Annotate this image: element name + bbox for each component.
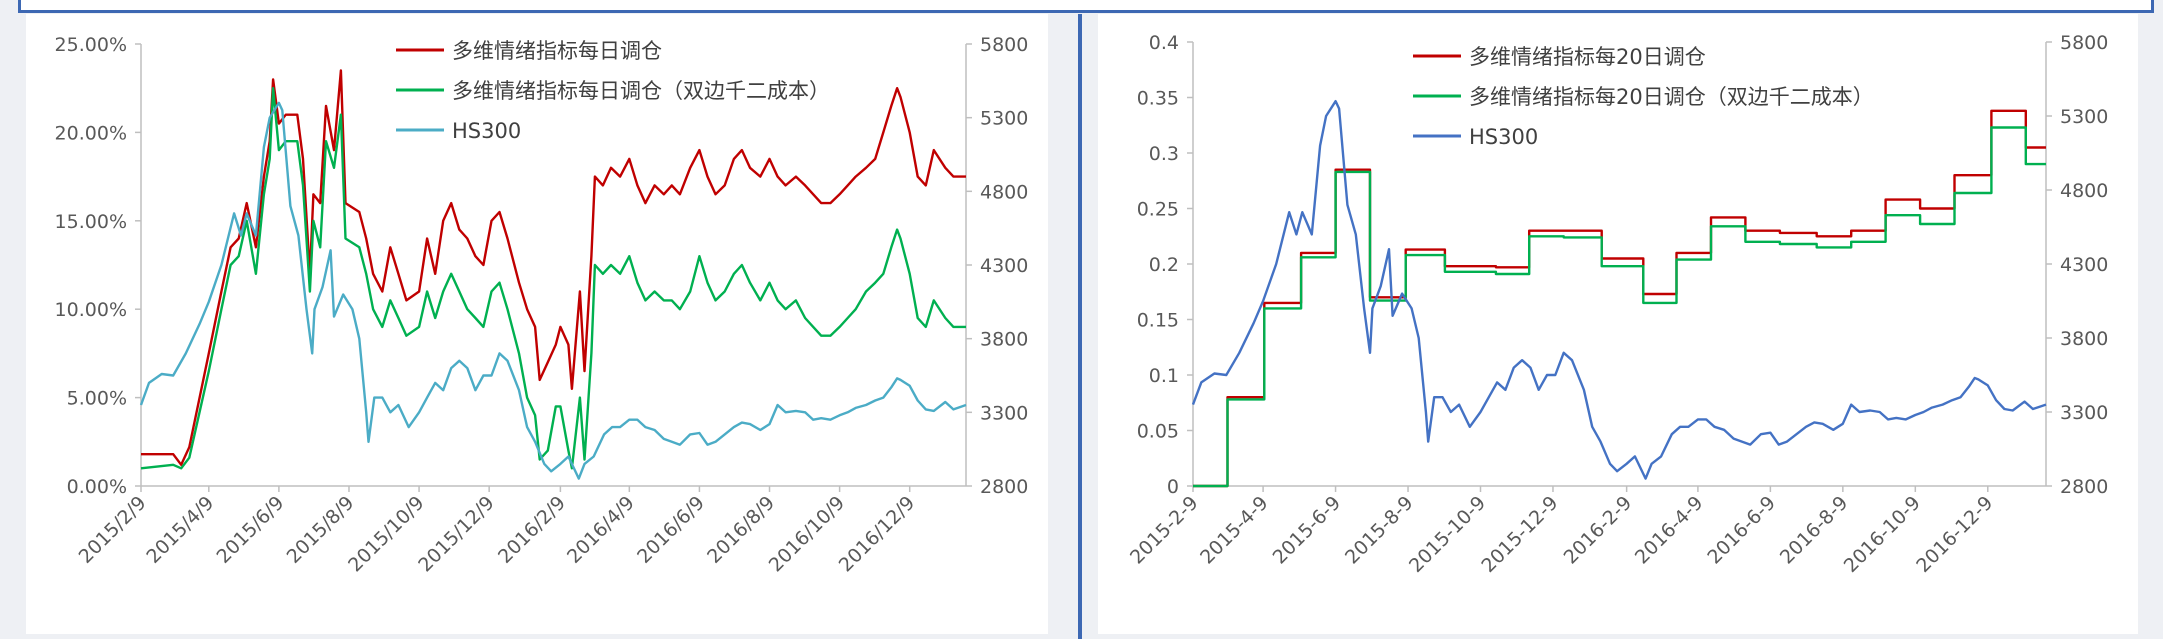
- legend-label: HS300: [1469, 125, 1538, 149]
- chart-daily-rebalance: 0.00% 5.00% 10.00% 15.00% 20.00% 25.00% 2800 33…: [55, 34, 1029, 576]
- x-tick-label: 2015/8/9: [283, 492, 359, 568]
- left-y-tick-label: 0.25: [1137, 199, 1179, 221]
- x-tick-label: 2015-12-9: [1477, 492, 1562, 577]
- x-tick-label: 2016-12-9: [1912, 492, 1997, 577]
- x-tick-label: 2016/6/9: [633, 492, 709, 568]
- x-tick-label: 2015/2/9: [75, 492, 151, 568]
- right-y-tick-label: 2800: [980, 476, 1028, 498]
- x-tick-label: 2015/4/9: [142, 492, 218, 568]
- left-y-tick-label: 0: [1167, 476, 1179, 498]
- x-tick-label: 2015/6/9: [213, 492, 289, 568]
- legend-label: 多维情绪指标每20日调仓（双边千二成本）: [1469, 85, 1874, 109]
- legend-label: 多维情绪指标每20日调仓: [1469, 45, 1706, 69]
- series-line-0: [141, 69, 966, 466]
- x-tick-label: 2015-4-9: [1196, 492, 1273, 569]
- right-y-tick-label: 5300: [980, 108, 1028, 130]
- right-y-tick-label: 5300: [2060, 106, 2108, 128]
- x-tick-label: 2015/12/9: [414, 492, 498, 576]
- x-tick-label: 2016-2-9: [1560, 492, 1637, 569]
- chart-panel-daily-rebalance: 0.00% 5.00% 10.00% 15.00% 20.00% 25.00% 2800 33…: [26, 14, 1048, 634]
- chart-panel-20day-rebalance: 0 0.05 0.1 0.15 0.2 0.25 0.3 0.35 0.4 2800 3300 380…: [1098, 14, 2138, 634]
- legend-label: HS300: [452, 119, 521, 143]
- x-tick-label: 2016/2/9: [494, 492, 570, 568]
- left-y-tick-label: 0.15: [1137, 310, 1179, 332]
- right-y-tick-label: 3300: [2060, 402, 2108, 424]
- x-tick-label: 2016/4/9: [563, 492, 639, 568]
- chart-20day-rebalance: 0 0.05 0.1 0.15 0.2 0.25 0.3 0.35 0.4 2800 3300 380…: [1126, 32, 2108, 577]
- right-y-tick-label: 3800: [980, 329, 1028, 351]
- left-y-tick-label: 15.00%: [55, 211, 127, 233]
- right-y-tick-label: 4300: [2060, 254, 2108, 276]
- series-line-1: [140, 87, 966, 470]
- left-y-tick-label: 20.00%: [55, 122, 127, 144]
- x-tick-label: 2016/8/9: [703, 492, 779, 568]
- right-y-tick-label: 5800: [2060, 32, 2108, 54]
- series-line-0: [1193, 109, 2046, 488]
- right-y-tick-label: 2800: [2060, 476, 2108, 498]
- left-y-tick-label: 0.05: [1137, 421, 1179, 443]
- left-y-tick-label: 10.00%: [55, 299, 127, 321]
- x-tick-label: 2016-10-9: [1840, 492, 1925, 577]
- left-y-tick-label: 0.1: [1149, 365, 1179, 387]
- report-frame-border: [18, 0, 2154, 13]
- x-tick-label: 2015-2-9: [1126, 492, 1203, 569]
- x-tick-label: 2016/12/9: [835, 492, 919, 576]
- series-line-2: [139, 101, 967, 480]
- right-y-tick-label: 4800: [980, 181, 1028, 203]
- left-y-tick-label: 0.00%: [67, 476, 127, 498]
- legend-label: 多维情绪指标每日调仓（双边千二成本）: [452, 79, 830, 103]
- series-line-2: [1191, 100, 2047, 480]
- right-y-tick-label: 3300: [980, 402, 1028, 424]
- x-tick-label: 2016-6-9: [1703, 492, 1780, 569]
- left-y-tick-label: 5.00%: [67, 388, 127, 410]
- series-line-1: [1193, 126, 2046, 488]
- left-y-tick-label: 0.4: [1149, 32, 1179, 54]
- legend-label: 多维情绪指标每日调仓: [452, 39, 662, 63]
- right-y-tick-label: 3800: [2060, 328, 2108, 350]
- x-tick-label: 2016-8-9: [1776, 492, 1853, 569]
- x-tick-label: 2015-8-9: [1341, 492, 1418, 569]
- x-tick-label: 2015-6-9: [1269, 492, 1346, 569]
- left-y-tick-label: 0.35: [1137, 88, 1179, 110]
- left-y-tick-label: 0.3: [1149, 143, 1179, 165]
- left-y-tick-label: 25.00%: [55, 34, 127, 56]
- right-y-tick-label: 4300: [980, 255, 1028, 277]
- right-y-tick-label: 5800: [980, 34, 1028, 56]
- right-y-tick-label: 4800: [2060, 180, 2108, 202]
- left-y-tick-label: 0.2: [1149, 254, 1179, 276]
- panel-divider: [1078, 14, 1082, 639]
- x-tick-label: 2015-10-9: [1405, 492, 1490, 577]
- x-tick-label: 2016-4-9: [1631, 492, 1708, 569]
